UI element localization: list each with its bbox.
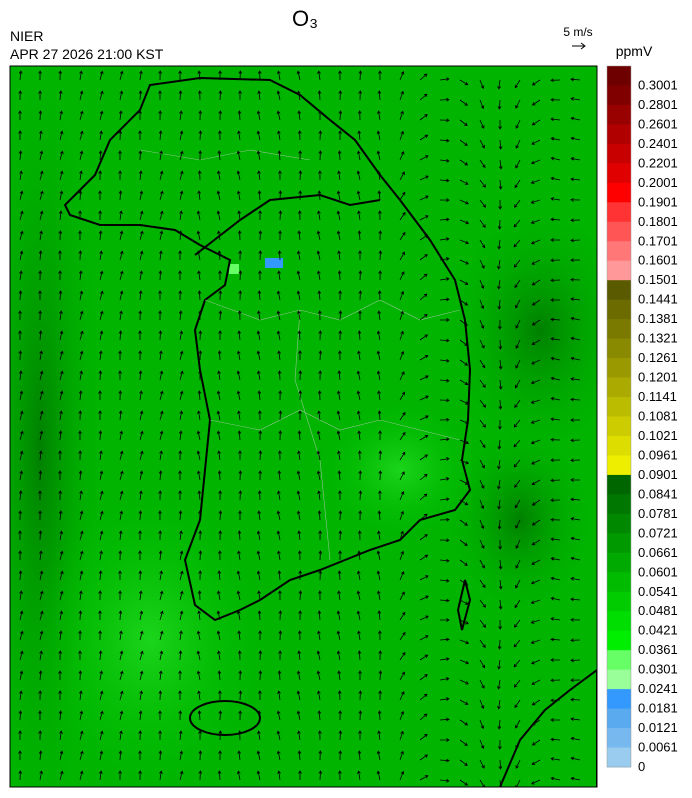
shade bbox=[450, 210, 597, 450]
colorbar-label: 0.2601 bbox=[638, 116, 678, 131]
title: O₃ bbox=[292, 6, 318, 31]
colorbar-swatch bbox=[607, 611, 631, 632]
colorbar-swatch bbox=[607, 85, 631, 106]
colorbar-swatch bbox=[607, 747, 631, 768]
colorbar-swatch bbox=[607, 143, 631, 164]
colorbar-frame bbox=[606, 65, 632, 768]
wind-reference-label: 5 m/s bbox=[563, 25, 592, 39]
colorbar-label: 0.2201 bbox=[638, 155, 678, 170]
colorbar-swatch bbox=[607, 104, 631, 125]
colorbar-label: 0.1701 bbox=[638, 233, 678, 248]
colorbar-label: 0.0061 bbox=[638, 740, 678, 755]
shade bbox=[30, 490, 270, 787]
hotspot bbox=[229, 264, 239, 274]
colorbar: 0.3001 0.2801 0.2601 0.2401 0.2201 0.2001 0.19… bbox=[606, 65, 678, 774]
colorbar-label: 0.0361 bbox=[638, 642, 678, 657]
hotspot bbox=[265, 258, 283, 268]
colorbar-swatch bbox=[607, 689, 631, 710]
colorbar-swatch bbox=[607, 455, 631, 476]
wind-arrows bbox=[18, 70, 581, 787]
colorbar-label: 0.0661 bbox=[638, 545, 678, 560]
colorbar-swatch bbox=[607, 241, 631, 262]
colorbar-label: 0.0121 bbox=[638, 720, 678, 735]
colorbar-label: 0.1801 bbox=[638, 214, 678, 229]
colorbar-label: 0.2801 bbox=[638, 97, 678, 112]
colorbar-label: 0.0301 bbox=[638, 662, 678, 677]
colorbar-swatch bbox=[607, 669, 631, 690]
colorbar-swatch bbox=[607, 358, 631, 379]
colorbar-label: 0.1321 bbox=[638, 331, 678, 346]
colorbar-swatch bbox=[607, 221, 631, 242]
colorbar-label: 0.1601 bbox=[638, 253, 678, 268]
colorbar-swatch bbox=[607, 435, 631, 456]
colorbar-swatch bbox=[607, 591, 631, 612]
colorbar-label: 0.1261 bbox=[638, 350, 678, 365]
colorbar-label: 0.0421 bbox=[638, 623, 678, 638]
colorbar-label: 0.1901 bbox=[638, 194, 678, 209]
agency: NIER bbox=[10, 28, 43, 44]
border bbox=[194, 193, 381, 256]
colorbar-swatch bbox=[607, 377, 631, 398]
colorbar-swatch bbox=[607, 572, 631, 593]
colorbar-label: 0.0781 bbox=[638, 506, 678, 521]
colorbar-swatch bbox=[607, 202, 631, 223]
colorbar-label: 0.1141 bbox=[638, 389, 677, 404]
colorbar-label: 0.0901 bbox=[638, 467, 678, 482]
peninsula bbox=[63, 76, 472, 622]
colorbar-label: 0.0841 bbox=[638, 486, 678, 501]
colorbar-label: 0.1081 bbox=[638, 409, 678, 424]
datetime: APR 27 2026 21:00 KST bbox=[10, 46, 164, 62]
colorbar-swatch bbox=[607, 260, 631, 281]
colorbar-swatch bbox=[607, 728, 631, 749]
colorbar-swatch bbox=[607, 650, 631, 671]
colorbar-label: 0.0241 bbox=[638, 681, 678, 696]
colorbar-label: 0.0601 bbox=[638, 564, 678, 579]
colorbar-label: 0.1441 bbox=[638, 292, 678, 307]
colorbar-unit: ppmV bbox=[616, 43, 653, 59]
colorbar-swatch bbox=[607, 280, 631, 301]
colorbar-swatch bbox=[607, 163, 631, 184]
colorbar-swatch bbox=[607, 299, 631, 320]
colorbar-swatch bbox=[607, 397, 631, 417]
colorbar-label: 0.0721 bbox=[638, 525, 678, 540]
colorbar-label: 0.2401 bbox=[638, 136, 678, 151]
colorbar-label: 0.0541 bbox=[638, 584, 678, 599]
colorbar-label: 0.1021 bbox=[638, 428, 678, 443]
colorbar-label: 0.3001 bbox=[638, 77, 678, 92]
colorbar-swatch bbox=[607, 338, 631, 359]
colorbar-swatch bbox=[607, 66, 631, 86]
colorbar-label: 0.1381 bbox=[638, 311, 678, 326]
colorbar-label: 0 bbox=[638, 759, 645, 774]
colorbar-swatch bbox=[607, 630, 631, 651]
colorbar-swatch bbox=[607, 124, 631, 145]
colorbar-swatch bbox=[607, 533, 631, 554]
map bbox=[10, 66, 597, 787]
colorbar-label: 0.1501 bbox=[638, 272, 678, 287]
colorbar-swatch bbox=[607, 474, 631, 495]
colorbar-swatch bbox=[607, 708, 631, 729]
colorbar-label: 0.2001 bbox=[638, 175, 678, 190]
map-frame bbox=[9, 65, 598, 788]
colorbar-swatch bbox=[607, 182, 631, 203]
colorbar-label: 0.0961 bbox=[638, 447, 678, 462]
colorbar-swatch bbox=[607, 552, 631, 573]
colorbar-swatch bbox=[607, 416, 631, 437]
colorbar-label: 0.0181 bbox=[638, 701, 678, 716]
colorbar-swatch bbox=[607, 513, 631, 534]
wind-reference-arrowhead bbox=[580, 42, 586, 50]
colorbar-swatch bbox=[607, 319, 631, 340]
colorbar-label: 0.0481 bbox=[638, 603, 678, 618]
colorbar-swatch bbox=[607, 494, 631, 515]
colorbar-label: 0.1201 bbox=[638, 370, 678, 385]
